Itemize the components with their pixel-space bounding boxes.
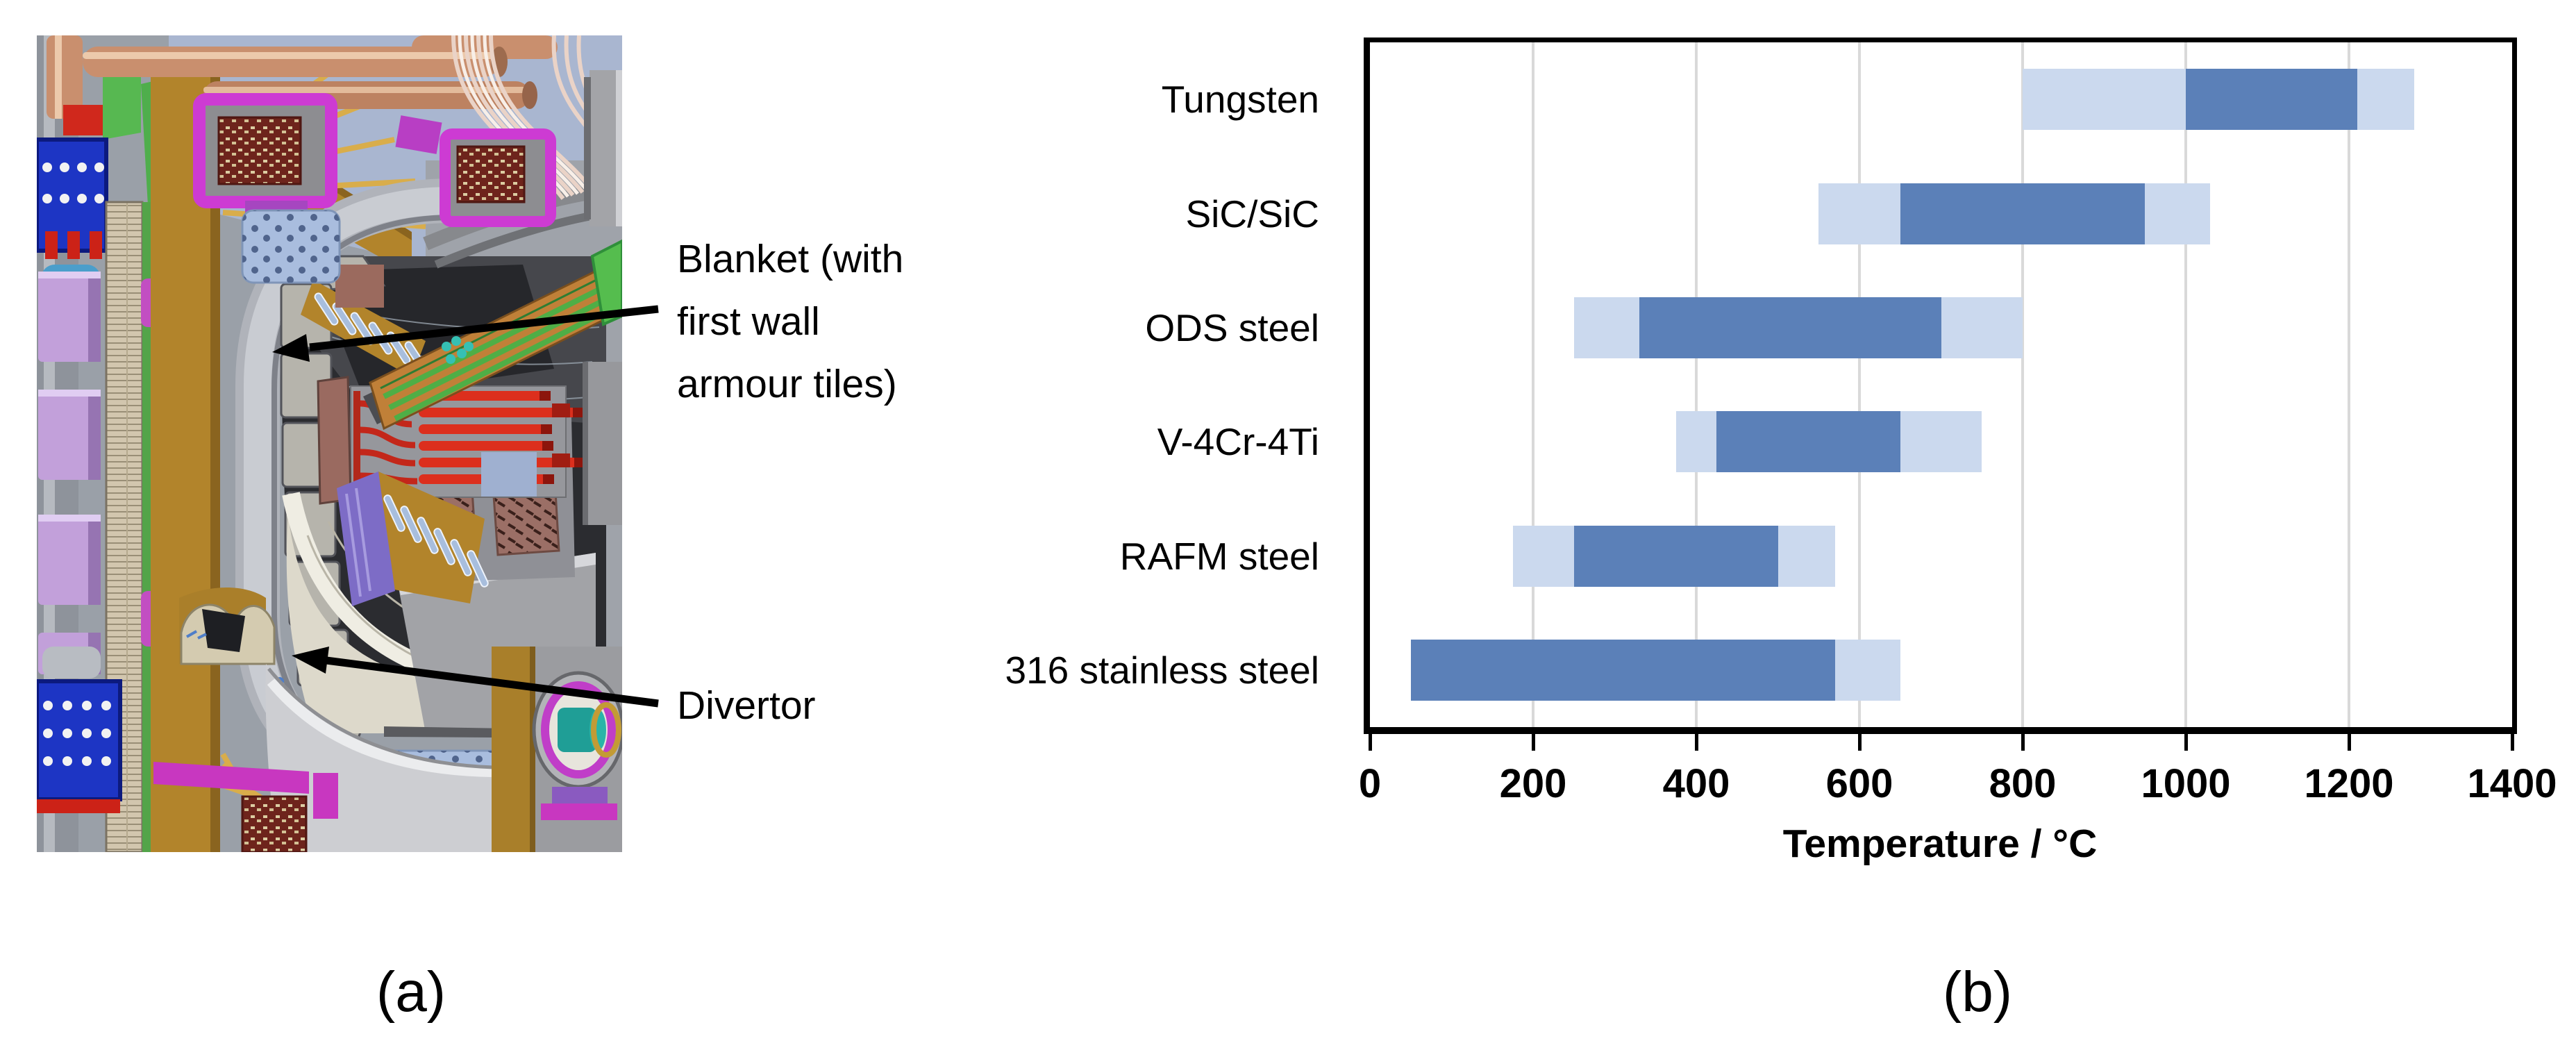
blanket-annotation: Blanket (with first wall armour tiles)	[677, 228, 903, 415]
x-axis-title: Temperature / °C	[1782, 822, 2098, 866]
bar-band-low-1	[1818, 183, 1900, 244]
bar-band-high-2	[1941, 297, 2023, 358]
x-tick-1000	[2184, 734, 2188, 751]
bar-band-high-4	[1778, 525, 1835, 587]
x-tick-600	[1857, 734, 1862, 751]
bar-core-0	[2186, 69, 2357, 131]
bar-core-4	[1573, 525, 1778, 587]
divertor-cassette	[179, 588, 284, 685]
x-tick-200	[1531, 734, 1535, 751]
category-label-5: 316 stainless steel	[1005, 648, 1320, 692]
x-tick-label-1000: 1000	[2141, 761, 2231, 806]
bar-band-high-5	[1834, 639, 1900, 701]
antenna-lower	[337, 452, 537, 606]
x-tick-label-1200: 1200	[2304, 761, 2394, 806]
bar-band-high-1	[2145, 183, 2211, 244]
category-label-3: V-4Cr-4Ti	[1157, 420, 1319, 464]
bar-core-1	[1900, 183, 2146, 244]
right-wall-blocks	[583, 70, 622, 525]
bar-core-5	[1410, 639, 1835, 701]
x-tick-0	[1368, 734, 1372, 751]
gridline-800	[2021, 42, 2024, 727]
bar-band-low-3	[1675, 411, 1717, 473]
x-tick-1400	[2510, 734, 2514, 751]
bar-band-high-3	[1900, 411, 1982, 473]
blanket-annotation-line3: armour tiles)	[677, 362, 897, 406]
gridline-1200	[2348, 42, 2350, 727]
panel-b-label: (b)	[1942, 960, 2013, 1024]
gridline-600	[1858, 42, 1861, 727]
bar-core-3	[1716, 411, 1900, 473]
category-label-4: RAFM steel	[1119, 534, 1319, 578]
panel-a-label: (a)	[376, 960, 446, 1024]
x-tick-label-0: 0	[1358, 761, 1382, 806]
category-label-1: SiC/SiC	[1185, 192, 1319, 235]
chart-plot-area	[1364, 38, 2517, 734]
category-label-2: ODS steel	[1145, 306, 1319, 349]
gridline-200	[1532, 42, 1534, 727]
bar-band-low-4	[1512, 525, 1574, 587]
blanket-annotation-line1: Blanket (with	[677, 237, 904, 281]
bar-band-low-2	[1573, 297, 1639, 358]
x-tick-1200	[2347, 734, 2351, 751]
divertor-annotation: Divertor	[677, 683, 816, 728]
x-tick-label-1400: 1400	[2467, 761, 2557, 806]
gridline-400	[1695, 42, 1698, 727]
bottom-assembly	[153, 647, 622, 852]
blanket-annotation-line2: first wall	[677, 299, 820, 344]
gridline-1000	[2184, 42, 2187, 727]
bar-core-2	[1639, 297, 1941, 358]
x-tick-label-600: 600	[1825, 761, 1893, 806]
tokamak-cutaway-illustration	[37, 35, 622, 852]
bar-band-low-0	[2023, 69, 2186, 131]
x-tick-label-400: 400	[1662, 761, 1730, 806]
bar-band-high-0	[2357, 69, 2414, 131]
x-tick-800	[2021, 734, 2025, 751]
x-tick-400	[1694, 734, 1698, 751]
x-tick-label-800: 800	[1989, 761, 2057, 806]
category-label-0: Tungsten	[1161, 78, 1319, 122]
x-tick-label-200: 200	[1499, 761, 1567, 806]
magenta-frames	[193, 93, 556, 227]
